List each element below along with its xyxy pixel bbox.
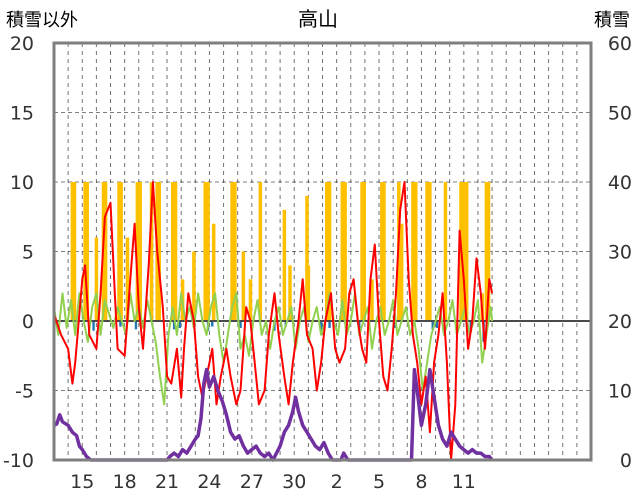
precip-bar bbox=[324, 182, 329, 321]
snowfall-bar bbox=[239, 321, 242, 328]
x-tick-label: 21 bbox=[155, 471, 179, 493]
precip-bar bbox=[462, 182, 466, 321]
precip-bar bbox=[282, 209, 287, 321]
precip-bar bbox=[206, 182, 210, 321]
precip-bar bbox=[486, 182, 491, 321]
precipitation-bars bbox=[70, 182, 491, 321]
precip-bar bbox=[119, 182, 123, 321]
snowfall-bar bbox=[328, 321, 331, 328]
snowfall-bar bbox=[431, 321, 434, 330]
precip-bar bbox=[230, 182, 234, 321]
precip-bar bbox=[233, 182, 237, 321]
precip-bar bbox=[382, 182, 386, 321]
x-tick-label: 30 bbox=[282, 471, 306, 493]
precip-bar bbox=[343, 182, 347, 321]
chart-title: 高山 bbox=[298, 7, 338, 31]
precip-bar bbox=[411, 182, 415, 321]
precip-bar bbox=[306, 265, 311, 321]
y-left-tick-label: 15 bbox=[10, 103, 34, 125]
snowfall-bar bbox=[211, 321, 214, 327]
x-tick-label: 8 bbox=[415, 471, 427, 493]
y-left-tick-label: -5 bbox=[15, 381, 34, 403]
x-tick-label: 24 bbox=[197, 471, 221, 493]
y-left-tick-label: 20 bbox=[10, 33, 34, 55]
precip-bar bbox=[258, 182, 263, 321]
precip-bar bbox=[241, 251, 246, 321]
precip-bar bbox=[149, 182, 154, 321]
snowfall-bar bbox=[134, 321, 138, 330]
precip-bar bbox=[83, 182, 87, 321]
y-axis-right-label: 積雪 bbox=[594, 10, 630, 31]
y-axis-left-ticks: 20 15 10 5 0 -5 -10 bbox=[3, 33, 34, 472]
snowfall-bar bbox=[319, 321, 323, 331]
x-tick-label: 2 bbox=[331, 471, 343, 493]
series-lines bbox=[53, 181, 591, 462]
precip-bar bbox=[135, 182, 140, 321]
precip-bar bbox=[85, 182, 89, 321]
y-right-tick-label: 10 bbox=[608, 381, 632, 403]
precip-bar bbox=[327, 182, 332, 321]
snowfall-bar bbox=[178, 321, 181, 328]
precip-bar bbox=[288, 265, 292, 321]
snowfall-bar bbox=[172, 321, 176, 330]
x-tick-label: 5 bbox=[373, 471, 385, 493]
precip-bar bbox=[370, 279, 374, 321]
x-tick-label: 18 bbox=[113, 471, 137, 493]
x-tick-label: 27 bbox=[240, 471, 264, 493]
y-right-tick-label: 20 bbox=[608, 311, 632, 333]
y-right-tick-label: 30 bbox=[608, 242, 632, 264]
y-left-tick-label: 0 bbox=[22, 311, 34, 333]
snowfall-bar bbox=[435, 321, 439, 328]
precip-bar bbox=[157, 182, 162, 321]
y-right-tick-label: 40 bbox=[608, 172, 632, 194]
precip-bar bbox=[464, 182, 469, 321]
plot-frame bbox=[52, 41, 593, 462]
precip-bar bbox=[399, 223, 404, 321]
precip-bar bbox=[125, 237, 130, 321]
precip-bar bbox=[340, 182, 345, 321]
y-axis-left-label: 積雪以外 bbox=[6, 10, 78, 31]
precip-bar bbox=[248, 279, 253, 321]
temp-line bbox=[53, 181, 494, 461]
x-axis-ticks: 15 18 21 24 27 30 2 5 8 11 bbox=[70, 471, 476, 493]
precip-bar bbox=[70, 182, 75, 321]
snow-depth-line bbox=[53, 367, 494, 462]
precip-bar bbox=[170, 182, 175, 321]
precip-bar bbox=[425, 182, 429, 321]
y-left-tick-label: 10 bbox=[10, 172, 34, 194]
precip-bar bbox=[362, 182, 366, 321]
precip-bar bbox=[72, 182, 77, 321]
precip-bar bbox=[305, 195, 309, 321]
y-axis-right-ticks: 60 50 40 30 20 10 0 bbox=[608, 33, 632, 472]
x-tick-label: 15 bbox=[70, 471, 94, 493]
y-right-tick-label: 0 bbox=[620, 450, 632, 472]
snowfall-bar bbox=[119, 321, 122, 327]
snowfall-bar bbox=[92, 321, 95, 331]
precip-bar bbox=[414, 182, 418, 321]
precip-bar bbox=[173, 182, 178, 321]
grid bbox=[54, 43, 591, 460]
y-right-tick-label: 60 bbox=[608, 33, 632, 55]
precip-bar bbox=[428, 182, 432, 321]
precip-bar bbox=[117, 182, 121, 321]
precip-bar bbox=[484, 182, 489, 321]
y-left-tick-label: -10 bbox=[3, 450, 34, 472]
precip-bar bbox=[192, 251, 196, 321]
precip-bar bbox=[203, 182, 207, 321]
precip-bar bbox=[138, 182, 142, 321]
precip-bar bbox=[360, 182, 364, 321]
precip-bar bbox=[94, 237, 99, 321]
x-tick-label: 11 bbox=[452, 471, 476, 493]
precip-bar bbox=[211, 223, 216, 321]
precip-bar bbox=[443, 182, 448, 321]
y-right-tick-label: 50 bbox=[608, 103, 632, 125]
y-left-tick-label: 5 bbox=[22, 242, 34, 264]
precip-bar bbox=[380, 182, 384, 321]
precip-bar bbox=[103, 182, 108, 321]
